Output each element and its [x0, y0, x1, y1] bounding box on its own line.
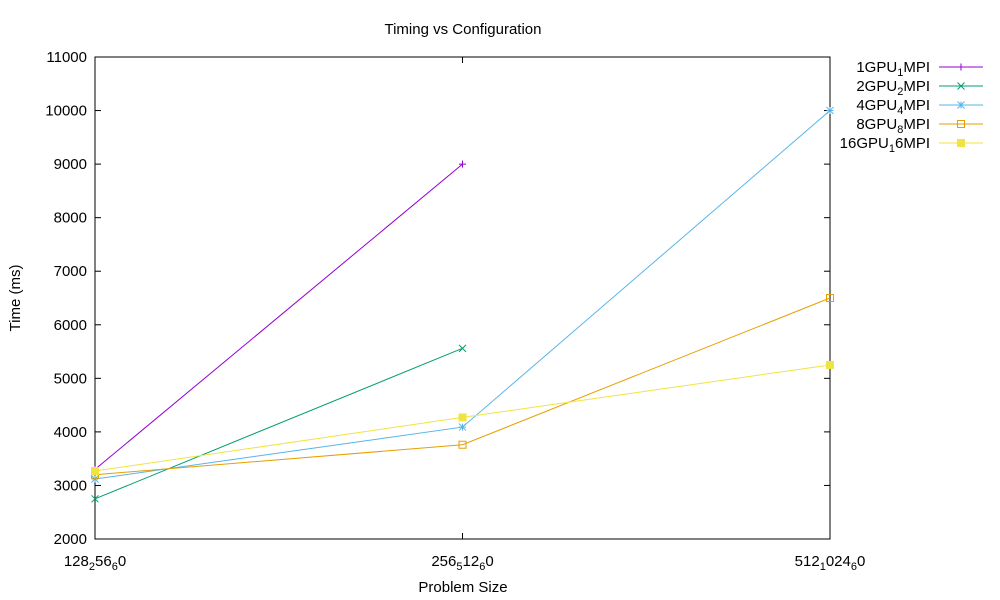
- data-point: [957, 63, 965, 71]
- legend-item: 4GPU4MPI: [856, 97, 983, 117]
- series-4: [91, 294, 834, 479]
- x-axis: 12825660 25651260 512102460: [64, 57, 865, 573]
- legend-label: 16GPU16MPI: [840, 135, 930, 155]
- legend-item: 2GPU2MPI: [856, 78, 983, 98]
- data-point: [957, 139, 965, 147]
- data-point: [91, 475, 99, 483]
- y-tick-label: 3000: [54, 477, 87, 494]
- plot-frame: [94, 56, 831, 540]
- chart-title: Timing vs Configuration: [384, 21, 541, 38]
- y-tick-label: 6000: [54, 317, 87, 334]
- data-point: [957, 101, 965, 109]
- series-1: [91, 160, 466, 473]
- data-point: [826, 360, 834, 369]
- y-tick-label: 5000: [54, 370, 87, 387]
- data-point: [91, 494, 99, 503]
- y-tick-label: 7000: [54, 263, 87, 280]
- legend-item: 1GPU1MPI: [856, 59, 983, 79]
- series-2: [91, 344, 467, 503]
- x-tick-label: 25651260: [431, 553, 493, 573]
- data-point: [458, 413, 467, 422]
- data-point: [459, 160, 466, 168]
- legend: 1GPU1MPI2GPU2MPI4GPU4MPI8GPU8MPI16GPU16M…: [840, 59, 983, 155]
- y-axis: 2000 3000 4000 5000 6000 7000 8000 9000 10000 110…: [45, 49, 830, 548]
- x-tick-label: 12825660: [64, 553, 126, 573]
- data-point: [458, 440, 467, 449]
- series-line: [94, 347, 463, 500]
- legend-label: 2GPU2MPI: [856, 78, 930, 98]
- data-point: [826, 294, 834, 302]
- legend-label: 4GPU4MPI: [856, 97, 930, 117]
- x-axis-title: Problem Size: [418, 579, 507, 596]
- y-axis-title: Time (ms): [7, 265, 24, 332]
- data-point: [826, 106, 834, 115]
- y-tick-label: 8000: [54, 210, 87, 227]
- data-point: [957, 120, 965, 128]
- data-point: [957, 82, 965, 90]
- series-layer: [91, 106, 834, 503]
- legend-label: 8GPU8MPI: [856, 116, 930, 136]
- legend-label: 1GPU1MPI: [856, 59, 930, 79]
- x-tick-label: 512102460: [795, 553, 866, 573]
- legend-item: 16GPU16MPI: [840, 135, 983, 155]
- data-point: [458, 423, 467, 431]
- series-line: [94, 297, 831, 476]
- series-3: [91, 106, 834, 483]
- y-tick-label: 10000: [45, 103, 87, 120]
- y-tick-label: 9000: [54, 156, 87, 173]
- series-5: [91, 360, 834, 475]
- legend-item: 8GPU8MPI: [856, 116, 983, 136]
- data-point: [458, 344, 467, 353]
- series-line: [94, 163, 463, 470]
- data-point: [91, 466, 99, 475]
- y-tick-label: 2000: [54, 531, 87, 548]
- y-tick-label: 11000: [46, 49, 87, 66]
- y-tick-label: 4000: [54, 424, 87, 441]
